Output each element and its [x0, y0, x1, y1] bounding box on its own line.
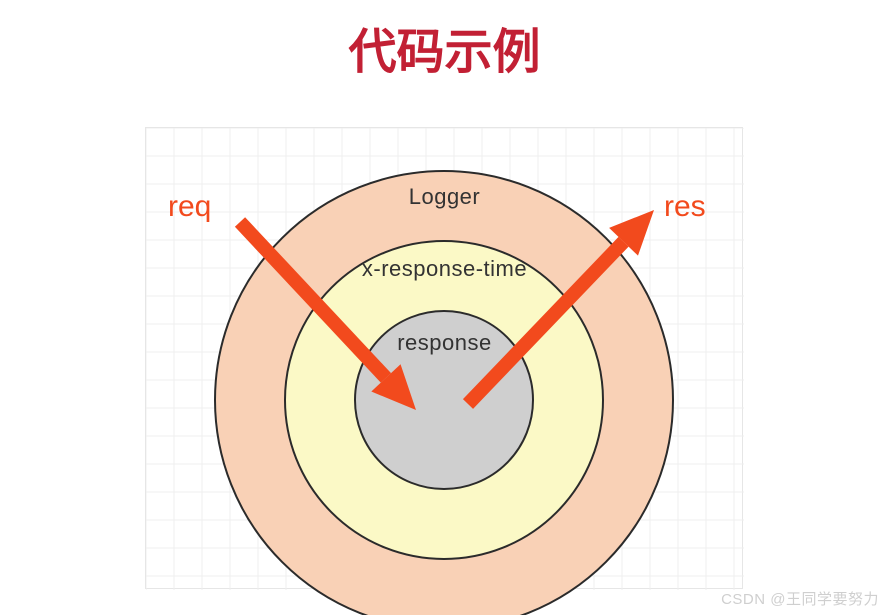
arrows	[0, 0, 889, 615]
watermark: CSDN @王同学要努力	[721, 588, 879, 609]
